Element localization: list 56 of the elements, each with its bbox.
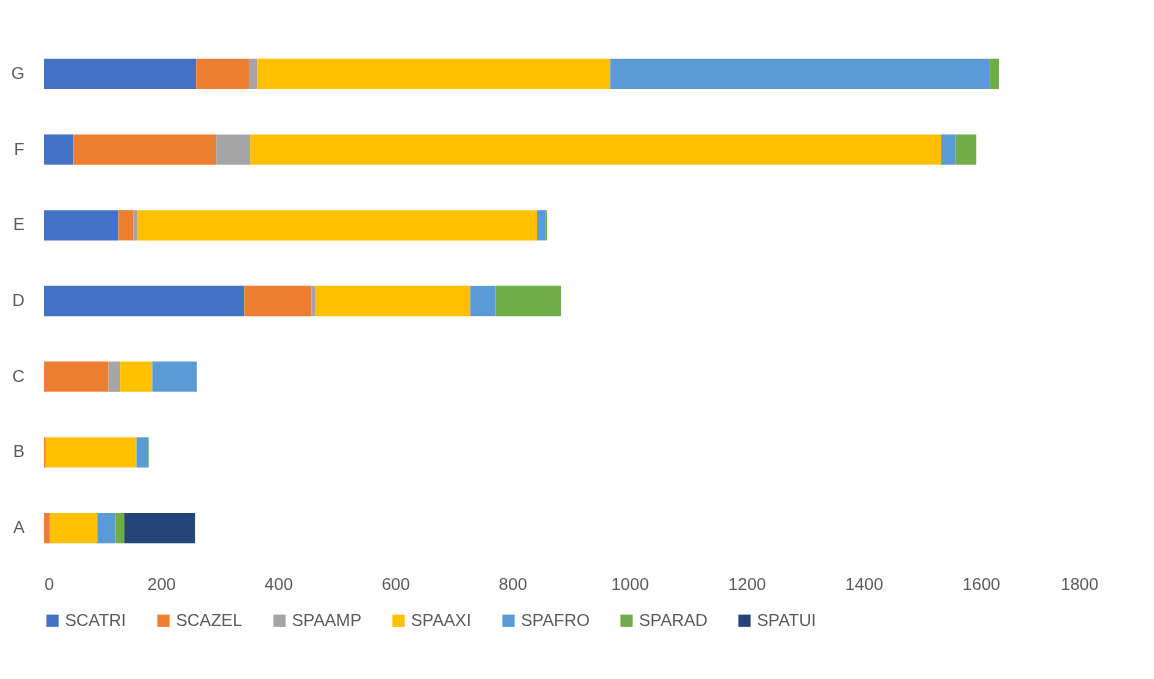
x-tick-label: 1200 xyxy=(728,574,767,594)
bar xyxy=(44,58,197,89)
bar xyxy=(44,134,74,165)
x-tick-label: 1400 xyxy=(845,574,884,594)
y-tick-label: C xyxy=(12,366,25,386)
legend-label: SPAAXI xyxy=(411,610,472,630)
legend-label: SPATUI xyxy=(757,610,816,630)
legend-label: SPAAMP xyxy=(292,610,362,630)
bar xyxy=(244,285,312,317)
bar xyxy=(124,513,196,544)
legend-label: SCATRI xyxy=(65,610,127,630)
bar xyxy=(955,134,977,165)
x-tick-label: 0 xyxy=(44,574,54,594)
bar xyxy=(248,58,258,89)
x-tick-label: 200 xyxy=(147,574,176,594)
bar xyxy=(196,58,249,89)
bar xyxy=(44,361,109,392)
bar xyxy=(257,58,611,89)
bar xyxy=(44,513,50,544)
x-tick-label: 400 xyxy=(264,574,293,594)
legend-label: SPARAD xyxy=(639,610,708,630)
bar xyxy=(120,361,153,392)
bar xyxy=(108,361,121,392)
bar xyxy=(136,437,149,468)
bar xyxy=(115,513,125,544)
y-tick-label: G xyxy=(11,63,25,83)
bar xyxy=(495,285,562,317)
y-tick-label: F xyxy=(14,139,25,159)
y-tick-label: D xyxy=(12,291,25,310)
x-tick-label: 1600 xyxy=(962,574,1001,594)
x-tick-label: 1000 xyxy=(611,574,649,594)
bar xyxy=(118,210,134,241)
y-tick-label: A xyxy=(13,518,26,538)
bar xyxy=(537,210,546,241)
legend-label: SPAFRO xyxy=(521,610,590,630)
y-tick-label: B xyxy=(13,442,25,462)
x-tick-label: 1800 xyxy=(1060,574,1099,594)
x-tick-label: 600 xyxy=(381,574,411,594)
bar xyxy=(44,285,245,317)
bar xyxy=(989,58,1000,89)
bar xyxy=(315,285,471,317)
bar xyxy=(45,437,137,468)
x-tick-label: 800 xyxy=(498,574,528,594)
y-tick-label: E xyxy=(13,215,25,235)
bar xyxy=(49,513,98,544)
bar xyxy=(610,58,990,89)
bar xyxy=(73,134,217,165)
bar xyxy=(470,285,496,317)
bar xyxy=(941,134,956,165)
bar xyxy=(250,134,942,165)
bar xyxy=(97,513,116,544)
legend-label: SCAZEL xyxy=(176,610,243,630)
bar xyxy=(137,210,538,241)
bar xyxy=(216,134,251,165)
bar xyxy=(44,210,119,241)
bar xyxy=(152,361,197,392)
